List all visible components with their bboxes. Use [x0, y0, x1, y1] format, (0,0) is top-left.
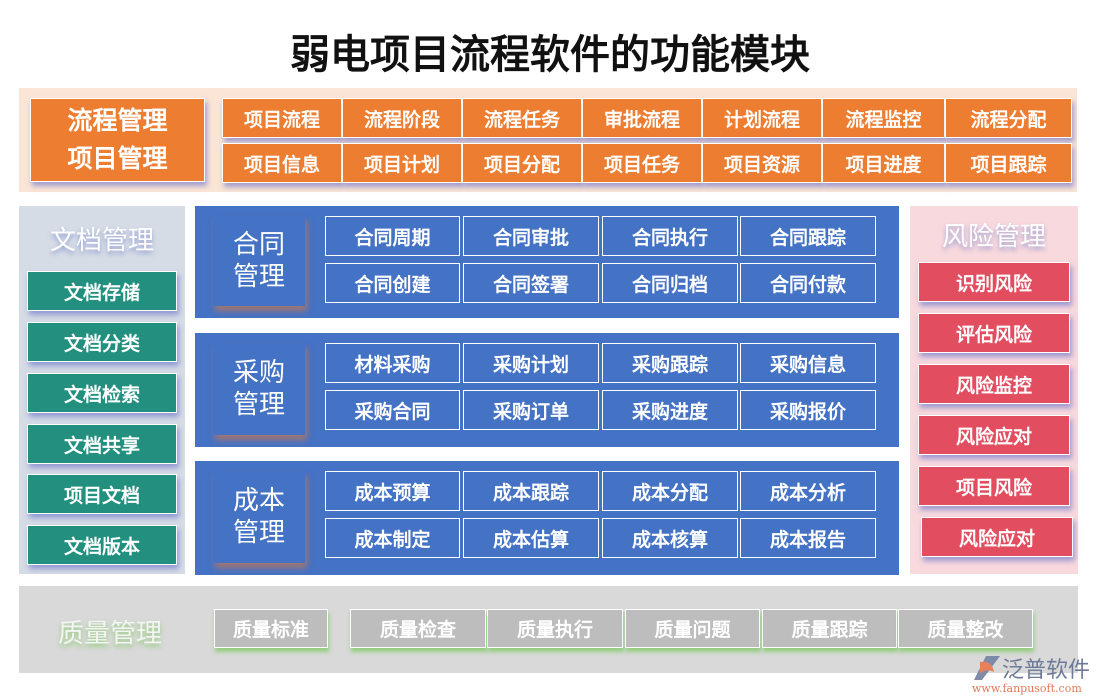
document-item[interactable]: 文档分类	[27, 322, 177, 362]
module-item[interactable]: 合同签署	[463, 263, 599, 303]
process-item[interactable]: 项目进度	[822, 143, 945, 183]
module-item[interactable]: 采购报价	[740, 390, 876, 430]
process-item[interactable]: 项目信息	[222, 143, 342, 183]
page-title: 弱电项目流程软件的功能模块	[290, 31, 810, 78]
module-label: 合同 管理	[213, 216, 305, 306]
module-item[interactable]: 采购信息	[740, 343, 876, 383]
fanpu-logo-icon	[974, 656, 1000, 680]
module-item[interactable]: 成本报告	[740, 518, 876, 558]
module-item[interactable]: 采购订单	[463, 390, 599, 430]
module-item[interactable]: 合同执行	[602, 216, 738, 256]
module-item[interactable]: 成本跟踪	[463, 471, 599, 511]
module-item[interactable]: 采购计划	[463, 343, 599, 383]
process-label: 流程管理 项目管理	[30, 98, 205, 182]
process-item[interactable]: 审批流程	[582, 98, 702, 138]
document-item[interactable]: 文档检索	[27, 373, 177, 413]
risk-item[interactable]: 项目风险	[918, 466, 1070, 506]
logo-url: www.fanpusoft.com	[972, 682, 1082, 695]
logo-name: 泛普软件	[1002, 658, 1091, 683]
document-item[interactable]: 文档存储	[27, 271, 177, 311]
process-item[interactable]: 流程监控	[822, 98, 945, 138]
module-label-line: 成本	[232, 486, 285, 516]
risk-item[interactable]: 风险监控	[918, 364, 1070, 404]
module-label-line: 合同	[232, 230, 285, 260]
module-item[interactable]: 合同跟踪	[740, 216, 876, 256]
module-item[interactable]: 合同创建	[325, 263, 460, 303]
module-label: 采购 管理	[213, 343, 305, 435]
quality-item[interactable]: 质量执行	[487, 609, 623, 648]
process-item[interactable]: 项目跟踪	[945, 143, 1072, 183]
risk-item[interactable]: 评估风险	[918, 313, 1070, 353]
module-item[interactable]: 合同归档	[602, 263, 738, 303]
quality-item[interactable]: 质量检查	[350, 609, 486, 648]
process-item[interactable]: 流程阶段	[342, 98, 462, 138]
module-label-line: 管理	[232, 262, 285, 292]
document-item[interactable]: 项目文档	[27, 474, 177, 514]
risk-item[interactable]: 风险应对	[921, 517, 1073, 557]
module-label: 成本 管理	[213, 471, 305, 563]
process-item[interactable]: 项目流程	[222, 98, 342, 138]
module-item[interactable]: 成本分析	[740, 471, 876, 511]
risk-item[interactable]: 识别风险	[918, 262, 1070, 302]
module-label-line: 管理	[232, 518, 285, 548]
documents-title: 文档管理	[49, 226, 154, 256]
module-item[interactable]: 合同周期	[325, 216, 460, 256]
process-item[interactable]: 项目分配	[462, 143, 582, 183]
document-item[interactable]: 文档版本	[27, 525, 177, 565]
risk-item[interactable]: 风险应对	[918, 415, 1070, 455]
module-item[interactable]: 成本核算	[602, 518, 738, 558]
module-item[interactable]: 成本分配	[602, 471, 738, 511]
quality-item[interactable]: 质量问题	[625, 609, 760, 648]
module-item[interactable]: 采购进度	[602, 390, 738, 430]
quality-title: 质量管理	[57, 619, 162, 649]
module-item[interactable]: 采购合同	[325, 390, 460, 430]
quality-item[interactable]: 质量整改	[898, 609, 1033, 648]
logo: 泛普软件 www.fanpusoft.com	[970, 654, 1095, 698]
process-label-line: 流程管理	[67, 106, 168, 135]
process-item[interactable]: 流程任务	[462, 98, 582, 138]
module-item[interactable]: 合同付款	[740, 263, 876, 303]
module-item[interactable]: 成本制定	[325, 518, 460, 558]
module-item[interactable]: 合同审批	[463, 216, 599, 256]
document-item[interactable]: 文档共享	[27, 424, 177, 464]
quality-item[interactable]: 质量跟踪	[762, 609, 897, 648]
process-item[interactable]: 项目资源	[702, 143, 822, 183]
process-item[interactable]: 流程分配	[945, 98, 1072, 138]
risk-title: 风险管理	[941, 222, 1046, 252]
process-item[interactable]: 项目任务	[582, 143, 702, 183]
module-item[interactable]: 材料采购	[325, 343, 460, 383]
quality-item[interactable]: 质量标准	[214, 609, 328, 648]
module-item[interactable]: 采购跟踪	[602, 343, 738, 383]
module-item[interactable]: 成本估算	[463, 518, 599, 558]
module-item[interactable]: 成本预算	[325, 471, 460, 511]
process-label-line: 项目管理	[67, 144, 168, 173]
process-item[interactable]: 计划流程	[702, 98, 822, 138]
process-item[interactable]: 项目计划	[342, 143, 462, 183]
module-label-line: 管理	[232, 390, 285, 420]
module-label-line: 采购	[232, 358, 285, 388]
